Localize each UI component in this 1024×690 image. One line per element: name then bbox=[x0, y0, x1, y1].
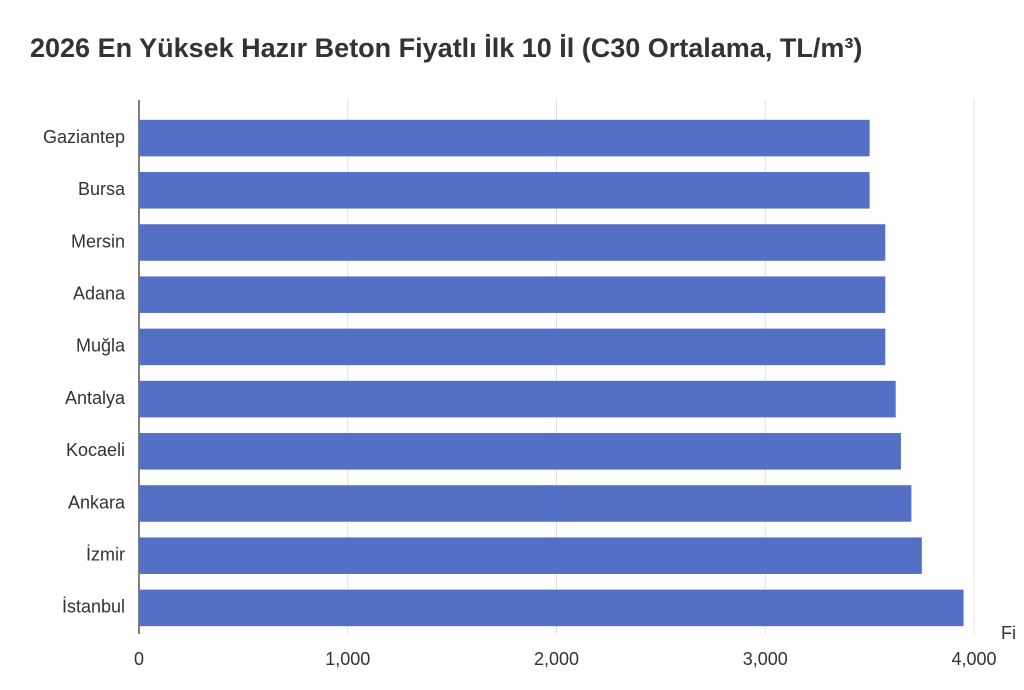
y-tick-label: Mersin bbox=[71, 231, 125, 251]
y-tick-label: Muğla bbox=[76, 336, 126, 356]
x-tick-label: 3,000 bbox=[743, 649, 788, 669]
x-tick-label: 0 bbox=[134, 649, 144, 669]
x-tick-label: 1,000 bbox=[325, 649, 370, 669]
y-tick-label: İstanbul bbox=[62, 597, 125, 617]
y-tick-label: Gaziantep bbox=[43, 127, 125, 147]
bar bbox=[139, 589, 964, 627]
bar bbox=[139, 485, 912, 522]
y-tick-label: Bursa bbox=[78, 179, 126, 199]
chart-title: 2026 En Yüksek Hazır Beton Fiyatlı İlk 1… bbox=[30, 33, 862, 63]
y-tick-label: Kocaeli bbox=[66, 440, 125, 460]
y-tick-label: Ankara bbox=[68, 492, 126, 512]
bar bbox=[139, 119, 870, 157]
x-tick-label: 2,000 bbox=[534, 649, 579, 669]
bar bbox=[139, 276, 886, 313]
bar bbox=[139, 224, 886, 261]
bar bbox=[139, 537, 922, 574]
y-tick-label: Adana bbox=[73, 283, 126, 303]
y-tick-label: İzmir bbox=[86, 544, 125, 564]
x-tick-label: 4,000 bbox=[951, 649, 996, 669]
y-tick-label: Antalya bbox=[65, 388, 126, 408]
bar bbox=[139, 380, 896, 418]
bar bbox=[139, 172, 870, 209]
bar bbox=[139, 433, 901, 470]
x-axis-label: Fi bbox=[1001, 623, 1016, 643]
bar bbox=[139, 328, 886, 366]
